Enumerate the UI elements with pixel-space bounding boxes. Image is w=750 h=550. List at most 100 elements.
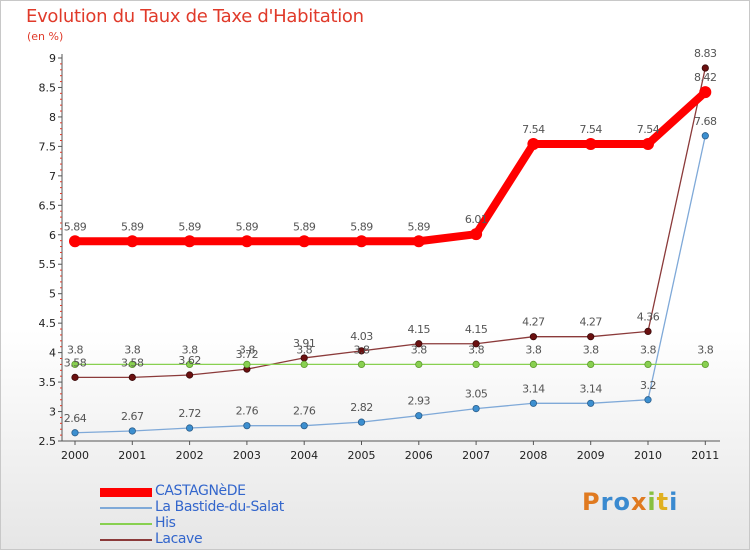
data-point bbox=[69, 235, 81, 248]
y-tick-label: 3.5 bbox=[39, 376, 57, 389]
data-label: 3.58 bbox=[64, 356, 87, 369]
series-line bbox=[71, 88, 710, 246]
data-point bbox=[472, 340, 480, 348]
data-label: 2.67 bbox=[121, 410, 144, 423]
data-label: 5.89 bbox=[293, 220, 316, 233]
data-label: 3.8 bbox=[468, 343, 484, 356]
data-point bbox=[300, 360, 308, 368]
data-label: 7.54 bbox=[579, 123, 602, 136]
data-point bbox=[128, 427, 136, 435]
data-point bbox=[415, 412, 423, 420]
x-tick-label: 2001 bbox=[118, 449, 146, 462]
legend-item: Lacave bbox=[100, 531, 360, 548]
data-label: 2.82 bbox=[350, 401, 373, 414]
series-layer bbox=[69, 64, 712, 437]
data-label: 4.36 bbox=[637, 310, 660, 323]
data-point bbox=[587, 333, 595, 341]
legend-swatch bbox=[100, 539, 152, 541]
data-point bbox=[701, 64, 709, 72]
data-label: 3.8 bbox=[182, 343, 198, 356]
legend-item: His bbox=[100, 515, 360, 532]
data-label: 4.03 bbox=[350, 330, 373, 343]
x-tick-label: 2002 bbox=[176, 449, 204, 462]
x-tick-label: 2010 bbox=[634, 449, 662, 462]
data-label: 5.89 bbox=[350, 220, 373, 233]
data-label: 8.83 bbox=[694, 47, 717, 60]
data-point bbox=[415, 360, 423, 368]
data-label: 3.8 bbox=[640, 343, 656, 356]
x-tick-label: 2009 bbox=[577, 449, 605, 462]
data-point bbox=[128, 360, 136, 368]
x-tick-label: 2007 bbox=[462, 449, 490, 462]
data-label: 5.89 bbox=[64, 220, 87, 233]
data-label: 3.05 bbox=[465, 388, 488, 401]
data-point bbox=[587, 360, 595, 368]
data-point bbox=[243, 422, 251, 430]
data-label: 3.8 bbox=[296, 343, 312, 356]
y-tick-label: 5 bbox=[49, 288, 56, 301]
logo-letter: o bbox=[613, 488, 631, 516]
data-label-layer: 5.89 5.89 5.89 5.89 5.89 5.89 5.89 6.01 7.54 7.54… bbox=[64, 47, 718, 425]
legend-label: La Bastide-du-Salat bbox=[155, 499, 284, 515]
data-label: 4.27 bbox=[579, 316, 602, 329]
y-tick-label: 6.5 bbox=[39, 199, 57, 212]
x-tick-label: 2011 bbox=[691, 449, 719, 462]
data-point bbox=[357, 347, 366, 355]
data-point bbox=[128, 373, 136, 381]
data-point bbox=[186, 360, 194, 368]
data-label: 3.91 bbox=[293, 337, 316, 350]
proxiti-logo: Proxiti bbox=[582, 488, 678, 516]
data-label: 3.2 bbox=[640, 379, 656, 392]
data-point bbox=[529, 360, 538, 368]
data-point bbox=[701, 132, 709, 140]
logo-letter: r bbox=[600, 488, 614, 516]
data-point bbox=[300, 422, 308, 430]
data-label: 3.8 bbox=[354, 343, 370, 356]
data-label: 5.89 bbox=[178, 220, 201, 233]
x-tick-label: 2006 bbox=[405, 449, 433, 462]
data-point bbox=[243, 360, 251, 368]
y-tick-label: 6 bbox=[49, 229, 56, 242]
data-label: 5.89 bbox=[236, 220, 259, 233]
data-label: 3.8 bbox=[525, 343, 541, 356]
logo-letter: x bbox=[630, 488, 648, 516]
data-label: 7.54 bbox=[522, 123, 545, 136]
data-point bbox=[644, 396, 652, 404]
data-label: 5.89 bbox=[408, 220, 431, 233]
data-point bbox=[472, 404, 480, 413]
data-point bbox=[240, 235, 253, 248]
data-label: 2.76 bbox=[293, 405, 316, 418]
data-point bbox=[415, 340, 423, 348]
data-point bbox=[470, 228, 483, 241]
data-point bbox=[186, 371, 194, 379]
data-point bbox=[699, 86, 712, 99]
data-label: 3.58 bbox=[121, 356, 144, 369]
data-point bbox=[126, 235, 139, 248]
data-point bbox=[701, 360, 709, 368]
logo-letter: i bbox=[669, 488, 679, 516]
y-tick-label: 4 bbox=[49, 347, 56, 360]
data-label: 2.93 bbox=[408, 395, 431, 408]
data-point bbox=[584, 138, 597, 151]
data-point bbox=[587, 399, 595, 407]
data-label: 3.8 bbox=[67, 343, 83, 356]
y-tick-label: 8 bbox=[49, 111, 56, 124]
data-label: 3.72 bbox=[236, 348, 259, 361]
data-label: 3.8 bbox=[411, 343, 427, 356]
x-tick-label: 2003 bbox=[233, 449, 261, 462]
y-tick-label: 3 bbox=[49, 406, 56, 419]
data-point bbox=[644, 327, 652, 336]
legend: CASTAGNèDE La Bastide-du-Salat His Lacave bbox=[100, 483, 360, 548]
data-label: 4.27 bbox=[522, 316, 545, 329]
data-point bbox=[357, 360, 366, 368]
y-tick-label: 8.5 bbox=[39, 81, 57, 94]
x-tick-label: 2004 bbox=[290, 449, 318, 462]
data-label: 3.8 bbox=[239, 343, 255, 356]
data-label: 6.01 bbox=[465, 213, 488, 226]
data-label: 2.64 bbox=[64, 412, 87, 425]
chart-axes: 2.5 3 3.5 4 4.5 5 5.5 6 6.5 7 7.5 8 8.5 9 2000 2001 2002… bbox=[39, 52, 720, 462]
data-point bbox=[71, 429, 79, 437]
x-tick-label: 2005 bbox=[348, 449, 376, 462]
